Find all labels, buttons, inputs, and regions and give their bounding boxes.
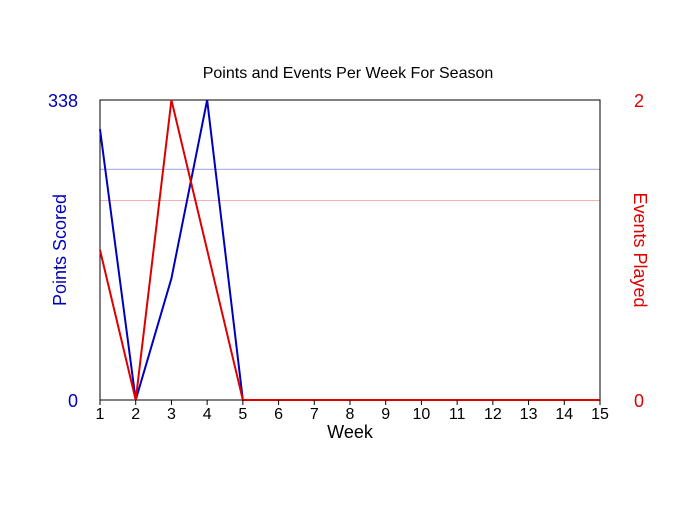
x-axis-ticks: 1 2 3 4 5 6 7 8 9 10 11 12 13 14 15	[96, 400, 609, 423]
y-right-tick-label: 2	[634, 91, 644, 111]
x-tick-label: 6	[274, 406, 283, 423]
x-tick-label: 2	[131, 406, 140, 423]
series-lines	[99, 99, 600, 401]
plot-frame	[99, 99, 601, 401]
x-tick-label: 14	[555, 406, 573, 423]
x-tick-label: 12	[484, 406, 502, 423]
x-axis-label: Week	[327, 422, 374, 442]
x-tick-label: 8	[346, 406, 355, 423]
x-tick-label: 10	[413, 406, 431, 423]
x-tick-label: 3	[167, 406, 176, 423]
x-tick-label: 4	[203, 406, 212, 423]
x-tick-label: 15	[591, 406, 609, 423]
y-axis-right-label: Events Played	[630, 192, 650, 307]
y-right-tick-label: 0	[634, 391, 644, 411]
reference-lines	[100, 168, 600, 201]
x-tick-label: 5	[238, 406, 247, 423]
x-tick-label: 11	[449, 406, 466, 423]
x-tick-label: 13	[520, 406, 538, 423]
y-left-tick-label: 338	[48, 91, 78, 111]
x-tick-label: 9	[381, 406, 390, 423]
x-tick-label: 7	[310, 406, 319, 423]
y-axis-ticks: 0 338 0 2	[48, 91, 644, 411]
y-left-tick-label: 0	[68, 391, 78, 411]
chart-title: Points and Events Per Week For Season	[203, 65, 494, 82]
y-axis-left-label: Points Scored	[50, 194, 70, 306]
series-line-left	[99, 99, 600, 401]
series-line-right	[99, 99, 600, 401]
x-tick-label: 1	[96, 406, 105, 423]
